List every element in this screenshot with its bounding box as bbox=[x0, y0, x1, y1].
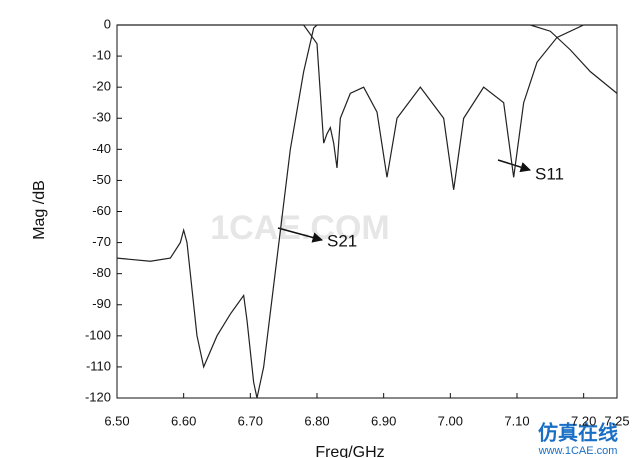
x-tick-label: 7.20 bbox=[571, 413, 596, 428]
x-tick-label: 6.70 bbox=[238, 413, 263, 428]
watermark-logo: 仿真在线 bbox=[538, 420, 618, 444]
y-tick-label: -30 bbox=[92, 110, 111, 125]
series-line bbox=[116, 24, 618, 399]
x-tick-label: 7.00 bbox=[438, 413, 463, 428]
x-tick-label: 6.80 bbox=[304, 413, 329, 428]
x-tick-label: 7.10 bbox=[504, 413, 529, 428]
x-tick-label: 6.50 bbox=[104, 413, 129, 428]
arrow bbox=[277, 227, 324, 243]
x-tick-label: 7.25 bbox=[604, 413, 629, 428]
annotation: S11 bbox=[535, 164, 564, 183]
y-tick-label: -60 bbox=[92, 203, 111, 218]
x-tick-label: 6.60 bbox=[171, 413, 196, 428]
watermark-url: www.1CAE.com bbox=[538, 445, 618, 457]
y-tick-label: -70 bbox=[92, 234, 111, 249]
y-tick-label: -110 bbox=[86, 358, 111, 373]
series-line bbox=[117, 24, 617, 190]
y-tick-label: -90 bbox=[92, 296, 111, 311]
y-tick-label: -20 bbox=[92, 79, 111, 94]
x-tick-label: 6.90 bbox=[371, 413, 396, 428]
annotation: S21 bbox=[327, 231, 357, 250]
y-tick-label: -120 bbox=[85, 389, 111, 404]
y-tick-label: 0 bbox=[104, 16, 111, 31]
x-axis-label: Freq/GHz bbox=[315, 444, 384, 458]
y-tick-label: -100 bbox=[85, 327, 111, 342]
y-tick-label: -10 bbox=[92, 48, 111, 63]
y-tick-label: -80 bbox=[92, 265, 111, 280]
y-tick-label: -40 bbox=[92, 141, 111, 156]
arrow bbox=[497, 159, 532, 173]
y-axis-label: Mag /dB bbox=[31, 180, 48, 240]
y-tick-label: -50 bbox=[92, 172, 111, 187]
watermark: 1CAE.COM bbox=[210, 209, 389, 247]
